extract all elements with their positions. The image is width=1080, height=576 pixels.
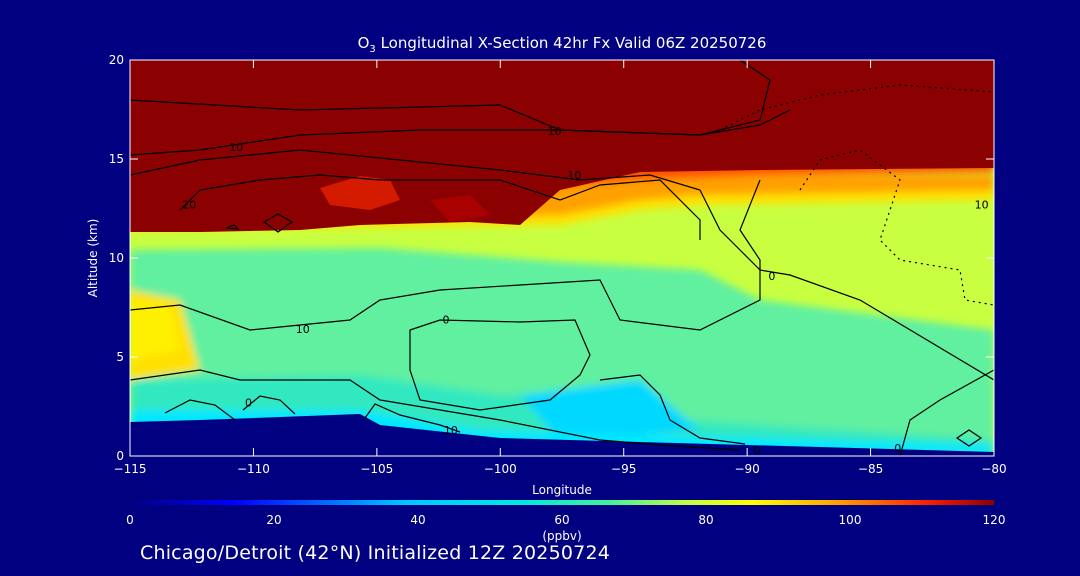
contour-labels: 10 20 10 10 0 10 0 0 10 0 0 10 xyxy=(182,125,988,457)
contour-label: 10 xyxy=(444,424,458,437)
contour-line xyxy=(242,395,296,415)
x-tick-label: −115 xyxy=(114,462,147,476)
x-tick-label: −80 xyxy=(981,462,1006,476)
contour-line xyxy=(164,399,236,421)
x-tick-label: −85 xyxy=(858,462,883,476)
x-tick-label: −110 xyxy=(237,462,270,476)
x-tick-label: −100 xyxy=(484,462,517,476)
contour-line xyxy=(899,369,994,456)
colorbar-tick-label: 100 xyxy=(839,513,862,527)
contour-line-dotted xyxy=(799,149,994,306)
y-axis: 0 5 10 15 20 xyxy=(109,53,994,463)
colorbar-tick-label: 60 xyxy=(554,513,569,527)
contour-line xyxy=(130,369,741,451)
x-tick-label: −95 xyxy=(611,462,636,476)
contour-line xyxy=(955,429,983,447)
colorbar-tick-label: 120 xyxy=(983,513,1006,527)
title-rest: Longitudinal X-Section 42hr Fx Valid 06Z… xyxy=(375,34,767,52)
y-tick-label: 5 xyxy=(116,350,124,364)
contour-label: 0 xyxy=(894,442,901,455)
contour-line xyxy=(262,213,294,233)
contour-line xyxy=(364,403,461,433)
contour-line xyxy=(599,374,746,445)
contour-label: 0 xyxy=(442,313,449,326)
contour-line xyxy=(130,179,761,331)
contour-label: 10 xyxy=(296,323,310,336)
contour-lines xyxy=(130,60,994,456)
title-prefix: O xyxy=(357,34,370,52)
contour-label: 0 xyxy=(245,397,252,410)
contour-line xyxy=(409,319,591,411)
y-tick-label: 0 xyxy=(116,449,124,463)
ozone-field xyxy=(130,60,994,456)
y-tick-label: 20 xyxy=(109,53,124,67)
y-axis-label: Altitude (km) xyxy=(86,219,100,298)
contour-label: 0 xyxy=(754,444,761,457)
title-subscript: 3 xyxy=(369,44,376,55)
contour-label: 10 xyxy=(548,125,562,138)
contour-line xyxy=(130,60,771,156)
x-axis: −115 −110 −105 −100 −95 −90 −85 −80 xyxy=(114,60,1007,476)
x-tick-label: −90 xyxy=(734,462,759,476)
colorbar-ticks: 0 20 40 60 80 100 120 xyxy=(126,513,1005,527)
caption: Chicago/Detroit (42°N) Initialized 12Z 2… xyxy=(140,542,611,564)
contour-label: 0 xyxy=(768,270,775,283)
contour-label: 10 xyxy=(229,141,243,154)
colorbar-tick-label: 40 xyxy=(410,513,425,527)
contour-label: 20 xyxy=(182,199,196,212)
colorbar-tick-label: 20 xyxy=(266,513,281,527)
contour-label: 10 xyxy=(567,169,581,182)
y-tick-label: 10 xyxy=(109,251,124,265)
x-axis-label: Longitude xyxy=(532,483,592,497)
colorbar xyxy=(130,500,994,505)
colorbar-unit-label: (ppbv) xyxy=(542,529,581,543)
contour-line xyxy=(225,224,240,230)
y-tick-label: 15 xyxy=(109,152,124,166)
colorbar-tick-label: 0 xyxy=(126,513,134,527)
contour-line xyxy=(130,149,994,381)
colorbar-tick-label: 80 xyxy=(698,513,713,527)
contour-line xyxy=(179,174,701,240)
contour-label: 10 xyxy=(975,199,989,212)
x-tick-label: −105 xyxy=(360,462,393,476)
chart-title: O3 Longitudinal X-Section 42hr Fx Valid … xyxy=(130,34,994,55)
